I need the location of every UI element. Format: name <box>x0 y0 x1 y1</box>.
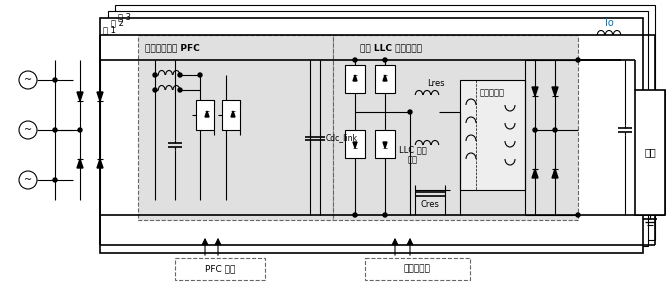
Bar <box>635 90 665 215</box>
Circle shape <box>408 110 412 114</box>
Polygon shape <box>77 159 83 168</box>
Circle shape <box>178 88 182 92</box>
Polygon shape <box>532 87 538 96</box>
Text: 相 1: 相 1 <box>103 25 116 34</box>
Circle shape <box>19 171 37 189</box>
Text: LLC 谐能
电路: LLC 谐能 电路 <box>399 145 427 164</box>
Circle shape <box>353 58 357 62</box>
Bar <box>375 130 395 158</box>
Bar <box>333 35 578 220</box>
Text: 电池: 电池 <box>644 147 656 157</box>
Polygon shape <box>552 169 558 178</box>
Circle shape <box>178 73 182 77</box>
Bar <box>115 5 655 240</box>
Polygon shape <box>77 92 83 101</box>
Polygon shape <box>97 159 103 168</box>
Text: ~: ~ <box>24 175 32 185</box>
Text: 相 3: 相 3 <box>118 12 131 21</box>
Text: 单向 LLC 全桥转换器: 单向 LLC 全桥转换器 <box>360 43 422 52</box>
Circle shape <box>533 128 537 132</box>
Polygon shape <box>383 142 387 148</box>
Circle shape <box>576 58 580 62</box>
Bar <box>375 65 395 93</box>
Circle shape <box>19 71 37 89</box>
Polygon shape <box>552 87 558 96</box>
Polygon shape <box>97 92 103 101</box>
Polygon shape <box>353 142 357 148</box>
Circle shape <box>353 213 357 217</box>
Text: Lres: Lres <box>427 79 445 88</box>
Bar <box>108 11 648 246</box>
Bar <box>345 130 365 158</box>
Bar <box>365 258 470 280</box>
Circle shape <box>19 121 37 139</box>
Text: ~: ~ <box>24 75 32 85</box>
Text: Cres: Cres <box>421 200 440 209</box>
Bar <box>175 258 265 280</box>
Circle shape <box>576 213 580 217</box>
Circle shape <box>53 178 57 182</box>
Polygon shape <box>205 111 209 117</box>
Circle shape <box>383 213 387 217</box>
Circle shape <box>553 128 557 132</box>
Circle shape <box>153 88 157 92</box>
Text: 初级侧门控: 初级侧门控 <box>403 265 430 274</box>
Bar <box>100 18 643 253</box>
Bar <box>222 100 240 130</box>
Circle shape <box>198 73 202 77</box>
Circle shape <box>53 128 57 132</box>
Polygon shape <box>383 75 387 81</box>
Text: Cdc_link: Cdc_link <box>326 134 358 143</box>
Circle shape <box>153 73 157 77</box>
Text: 相 2: 相 2 <box>111 18 124 27</box>
Polygon shape <box>231 111 235 117</box>
Text: ~: ~ <box>24 125 32 135</box>
Text: Io: Io <box>604 18 613 28</box>
Bar <box>196 100 214 130</box>
Polygon shape <box>532 169 538 178</box>
Circle shape <box>53 78 57 82</box>
Polygon shape <box>353 75 357 81</box>
Bar <box>460 80 525 190</box>
Circle shape <box>383 58 387 62</box>
Text: 隔离变压器: 隔离变压器 <box>480 88 505 97</box>
Text: PFC 控制: PFC 控制 <box>205 265 235 274</box>
Circle shape <box>78 128 82 132</box>
Bar <box>345 65 365 93</box>
Text: 传统的交错式 PFC: 传统的交错式 PFC <box>145 43 200 52</box>
Bar <box>138 35 333 220</box>
